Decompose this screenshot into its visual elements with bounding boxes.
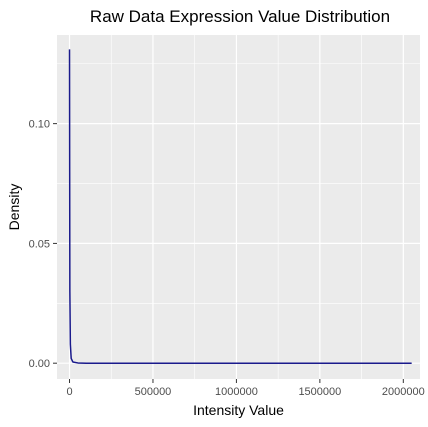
x-tick-label: 2000000	[382, 386, 425, 398]
x-axis-title: Intensity Value	[193, 402, 284, 418]
minor-gridlines	[57, 35, 420, 379]
x-tick-label: 1000000	[215, 386, 258, 398]
series-layer	[68, 49, 412, 364]
y-tick-label: 0.10	[29, 119, 50, 131]
x-tick-label: 0	[66, 386, 72, 398]
x-axis: 0 500000 1000000 1500000 2000000	[66, 379, 425, 398]
x-tick-label: 500000	[135, 386, 172, 398]
x-tick-label: 1500000	[298, 386, 341, 398]
chart-title: Raw Data Expression Value Distribution	[90, 7, 390, 26]
y-tick-label: 0.00	[29, 358, 50, 370]
plot-panel	[57, 35, 420, 379]
y-axis-title: Density	[6, 184, 22, 231]
density-line	[68, 49, 412, 364]
y-axis: 0.00 0.05 0.10	[29, 119, 57, 370]
y-tick-label: 0.05	[29, 238, 50, 250]
